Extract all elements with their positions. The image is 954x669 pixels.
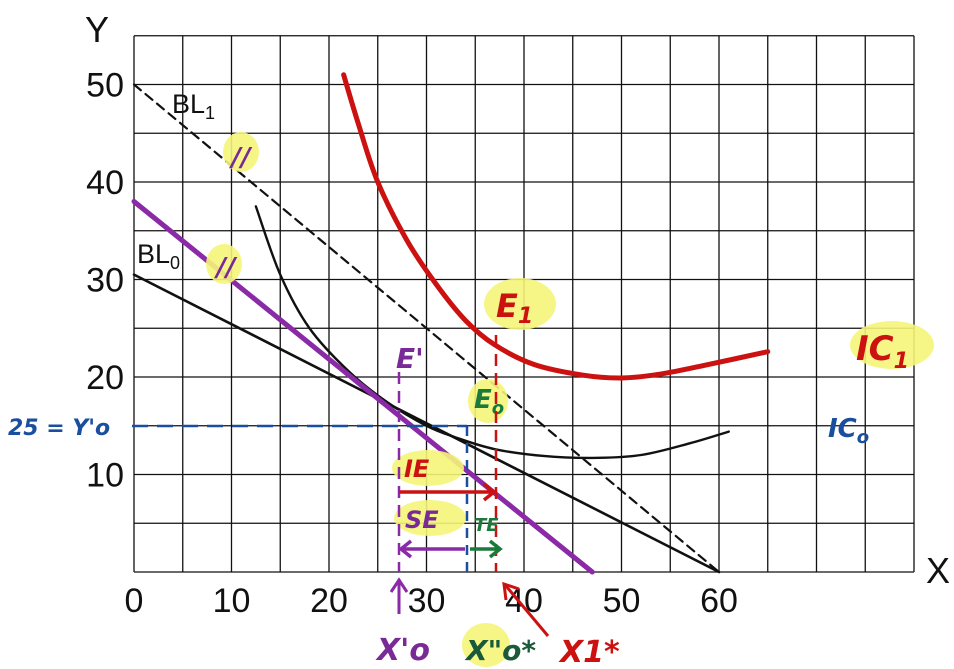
highlight-se bbox=[394, 500, 466, 536]
highlight-ic1 bbox=[850, 321, 934, 369]
x-tick-label: 0 bbox=[125, 582, 144, 620]
y-axis-label: Y bbox=[85, 9, 109, 50]
e-prime-label: E' bbox=[396, 342, 424, 375]
highlight-e0 bbox=[468, 379, 508, 423]
ie-label: IE bbox=[404, 455, 430, 483]
x-axis-label: X bbox=[926, 550, 950, 591]
y-tick-label: 40 bbox=[86, 164, 124, 202]
bl1-label: BL1 bbox=[172, 89, 215, 123]
y-tick-label: 30 bbox=[86, 262, 124, 300]
parallel-mark-bl1: // bbox=[229, 143, 253, 173]
series-line-ic1 bbox=[341, 72, 771, 381]
x1star-label: X1* bbox=[558, 635, 620, 669]
ic0-subscript: o bbox=[857, 427, 869, 448]
ie-arrow-head bbox=[482, 482, 497, 502]
grid bbox=[133, 35, 915, 573]
highlight-ie bbox=[392, 450, 464, 486]
ic1-subscript: 1 bbox=[894, 349, 909, 374]
x1star-pointer-head bbox=[502, 581, 520, 601]
highlight-mark-bl0 bbox=[206, 244, 242, 284]
x-tick-label: 10 bbox=[213, 582, 251, 620]
e1-subscript: 1 bbox=[518, 304, 533, 329]
x0prime-label: X'o bbox=[375, 633, 430, 668]
series-line-ic0 bbox=[254, 205, 730, 460]
se-label: SE bbox=[405, 506, 439, 534]
x0prime-pointer-head bbox=[389, 577, 409, 593]
x-tick-label: 40 bbox=[505, 582, 543, 620]
bl1-subscript: 1 bbox=[205, 103, 215, 123]
x-tick-label: 30 bbox=[408, 582, 446, 620]
e0-subscript: o bbox=[492, 398, 504, 419]
y-tick-label: 20 bbox=[86, 359, 124, 397]
bl0-label: BL0 bbox=[137, 239, 180, 273]
bl0-subscript: 0 bbox=[170, 253, 180, 273]
highlight-mark-bl1 bbox=[223, 132, 259, 172]
x0star-label: X"o* bbox=[464, 634, 536, 667]
y0-label: 25 = Y'o bbox=[8, 416, 110, 441]
x-tick-label: 20 bbox=[310, 582, 348, 620]
series-line-bl0 bbox=[132, 273, 721, 574]
x1star-pointer bbox=[504, 585, 550, 637]
series-line-budget-line bbox=[131, 199, 595, 575]
te-arrow-head bbox=[488, 539, 503, 559]
se-arrow-head bbox=[398, 539, 413, 559]
highlight-e1 bbox=[484, 278, 556, 330]
y-tick-label: 50 bbox=[86, 67, 124, 105]
highlight-x0star bbox=[462, 623, 510, 667]
parallel-mark-bl0: // bbox=[214, 253, 238, 283]
te-label: TE bbox=[474, 515, 499, 536]
x-tick-label: 60 bbox=[700, 582, 738, 620]
plot-area bbox=[131, 72, 771, 575]
y-tick-label: 10 bbox=[86, 457, 124, 495]
series-line-bl1 bbox=[132, 83, 721, 574]
x-tick-label: 50 bbox=[603, 582, 641, 620]
ic0-label: ICo bbox=[828, 414, 869, 448]
